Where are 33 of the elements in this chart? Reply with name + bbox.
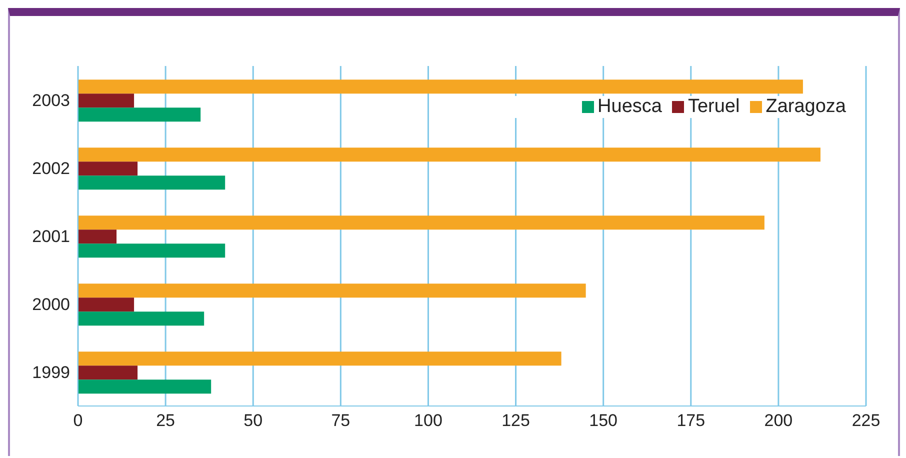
bar <box>78 230 117 244</box>
bar <box>78 216 764 230</box>
x-tick-label: 125 <box>502 411 530 430</box>
bar <box>78 352 562 366</box>
bar <box>78 312 204 326</box>
bar <box>78 284 586 298</box>
x-tick-label: 200 <box>764 411 793 430</box>
bar <box>78 108 201 122</box>
bar <box>78 176 226 190</box>
bar <box>78 366 138 380</box>
bar <box>78 94 134 108</box>
y-tick-label: 2001 <box>32 227 70 246</box>
bar <box>78 380 212 394</box>
y-tick-label: 1999 <box>32 363 70 382</box>
bar <box>78 148 820 162</box>
x-tick-label: 50 <box>244 411 263 430</box>
x-tick-label: 175 <box>676 411 706 430</box>
bar <box>78 80 803 94</box>
bar <box>78 298 134 312</box>
legend-label: Zaragoza <box>766 96 846 117</box>
x-tick-label: 0 <box>73 411 83 430</box>
y-tick-label: 2000 <box>32 295 70 314</box>
x-tick-label: 25 <box>156 411 176 430</box>
x-tick-label: 100 <box>414 411 442 430</box>
y-tick-label: 2002 <box>32 159 70 178</box>
bar <box>78 162 138 176</box>
legend-label: Teruel <box>688 96 740 117</box>
x-tick-label: 150 <box>589 411 618 430</box>
x-tick-label: 75 <box>331 411 350 430</box>
bar <box>78 244 226 258</box>
y-tick-label: 2003 <box>32 91 70 110</box>
legend-label: Huesca <box>598 96 662 117</box>
x-tick-label: 225 <box>852 411 880 430</box>
